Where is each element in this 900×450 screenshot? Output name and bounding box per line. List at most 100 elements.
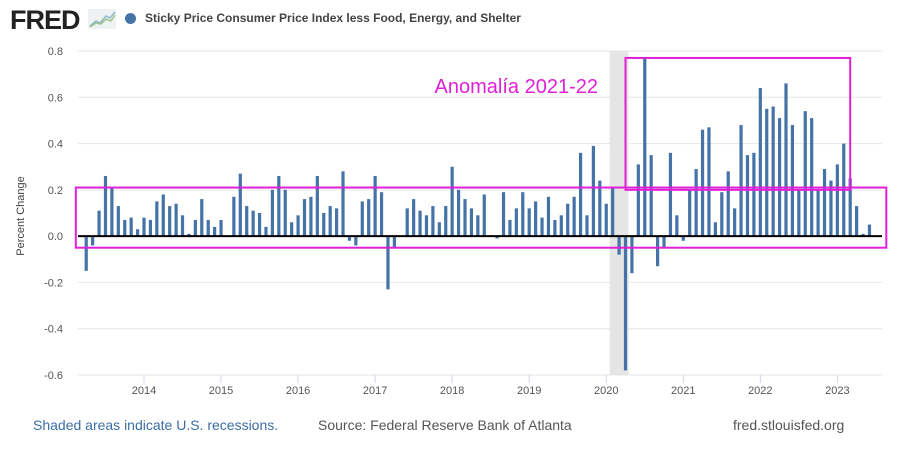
bar [816, 189, 820, 237]
bar [302, 199, 307, 237]
bar [604, 203, 608, 237]
x-tick-label: 2018 [440, 385, 464, 397]
baseline-box [74, 186, 888, 249]
source-label: Source: Federal Reserve Bank of Atlanta [318, 417, 572, 433]
anomaly-box [624, 56, 852, 191]
bar [335, 208, 339, 237]
bar [360, 201, 364, 237]
bar [777, 118, 782, 237]
bar [855, 206, 859, 237]
x-tick-label: 2021 [671, 385, 695, 397]
bar [566, 203, 570, 237]
y-tick-label: 0.4 [48, 139, 63, 151]
x-tick-label: 2015 [209, 385, 233, 397]
fred-logo[interactable]: FRED [10, 5, 80, 35]
x-tick-label: 2019 [517, 385, 541, 397]
bar [431, 206, 435, 237]
bar [611, 187, 615, 237]
bar [354, 236, 358, 246]
bar [758, 88, 762, 237]
bar [148, 219, 153, 237]
bar [283, 189, 287, 237]
bar [636, 164, 640, 237]
bar [168, 206, 172, 237]
chart-header: FRED Sticky Price Consumer Price Index l… [0, 0, 900, 40]
bar [829, 180, 833, 237]
bar [309, 196, 313, 237]
bar [135, 229, 140, 237]
x-tick-label: 2023 [825, 385, 849, 397]
bar [97, 210, 101, 237]
annotation-label: Anomalía 2021-22 [435, 76, 598, 98]
bar [84, 236, 88, 271]
bar [534, 201, 538, 237]
annotations [74, 56, 888, 249]
bar [649, 155, 653, 237]
x-tick-label: 2020 [594, 385, 618, 397]
bar [322, 213, 326, 237]
bar [598, 180, 602, 237]
bar [187, 233, 191, 237]
bar [681, 236, 685, 241]
bar [700, 129, 705, 237]
bar [662, 236, 666, 248]
bar [129, 217, 133, 237]
bar [726, 171, 730, 237]
x-axis-ticks: 2014 2015 2016 2017 2018 2019 2020 2021 2022 2023 [132, 375, 850, 397]
x-tick-label: 2016 [286, 385, 310, 397]
bar [482, 194, 486, 237]
bar [238, 173, 242, 237]
chart-line-icon [88, 9, 116, 29]
bar [270, 189, 274, 237]
x-tick-label: 2014 [132, 385, 156, 397]
bar [848, 178, 852, 237]
bar [630, 236, 634, 274]
bar [508, 219, 512, 237]
bar [675, 215, 679, 237]
bar [739, 125, 743, 237]
bar [572, 196, 576, 237]
bar [296, 215, 300, 237]
y-tick-label: 0.0 [48, 231, 63, 243]
bar [501, 192, 506, 237]
bar [752, 152, 756, 237]
bar [392, 236, 396, 248]
bar-chart: -0.6 -0.4 -0.2 0.0 0.2 0.4 0.6 0.8 2014 2015 2016… [15, 46, 888, 397]
bar [745, 155, 750, 237]
bar [174, 203, 178, 237]
bar [495, 236, 499, 239]
bar [578, 152, 583, 237]
bar [367, 199, 371, 237]
bar [277, 175, 281, 237]
bar [341, 171, 345, 237]
bar [591, 145, 595, 237]
bar [784, 83, 788, 237]
bar [123, 219, 127, 237]
bar [91, 236, 95, 246]
fred-url-link[interactable]: fred.stlouisfed.org [733, 417, 845, 433]
x-tick-label: 2022 [748, 385, 772, 397]
bar [688, 189, 692, 237]
bar [155, 201, 159, 237]
bar [142, 217, 146, 237]
bar [315, 175, 319, 237]
bar [373, 175, 377, 237]
x-tick-label: 2017 [363, 385, 387, 397]
bar [386, 236, 390, 290]
bar [668, 152, 673, 237]
bar [521, 192, 525, 237]
recession-band [609, 51, 629, 375]
bar [822, 169, 827, 237]
bar [867, 224, 872, 237]
bar [290, 222, 294, 237]
bar [643, 57, 647, 237]
bar [733, 208, 737, 237]
bar [264, 226, 268, 237]
bar [456, 189, 461, 237]
bar [103, 175, 108, 237]
bar [437, 222, 441, 237]
bar [251, 210, 255, 237]
y-tick-label: 0.2 [48, 185, 63, 197]
recession-note: Shaded areas indicate U.S. recessions. [33, 417, 279, 433]
bar [553, 219, 557, 237]
